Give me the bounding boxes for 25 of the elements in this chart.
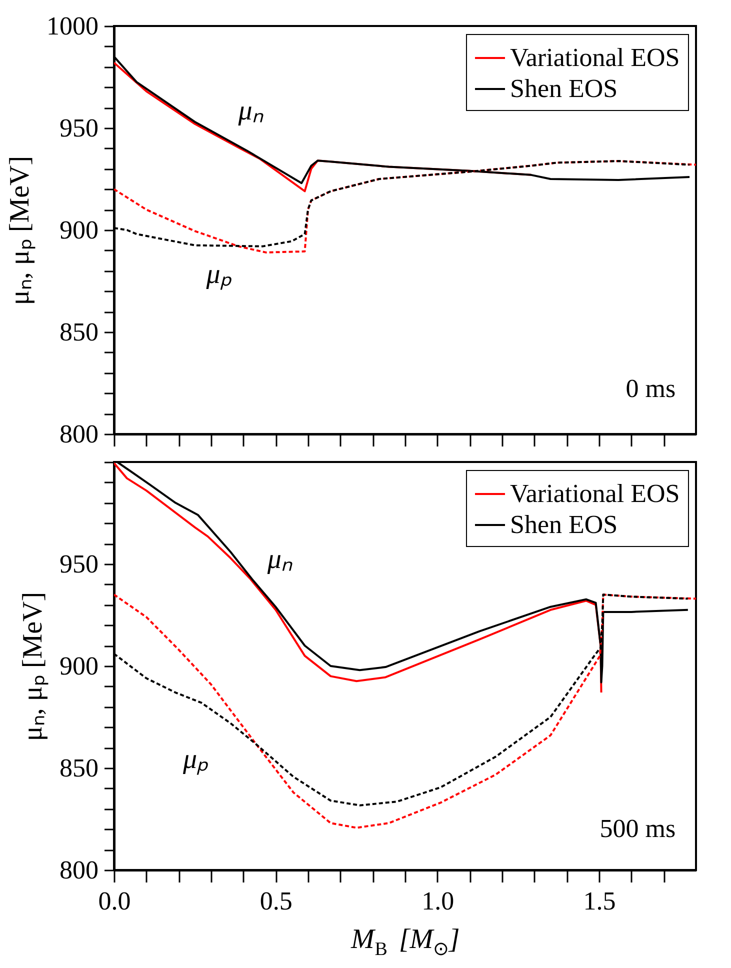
- legend-label: Shen EOS: [510, 510, 618, 539]
- legend-label: Variational EOS: [510, 479, 680, 508]
- y-tick-label: 950: [60, 114, 98, 142]
- annotation: 0 ms: [626, 374, 676, 404]
- y-tick-label: 900: [60, 216, 98, 244]
- y-tick-label: 950: [60, 550, 98, 578]
- annotation: μₙ: [266, 544, 292, 575]
- annotation: μₚ: [182, 744, 210, 775]
- annotation: μₚ: [205, 258, 232, 290]
- x-tick-label: 0.5: [260, 886, 292, 916]
- legend-label: Shen EOS: [510, 74, 618, 103]
- y-axis-title: μₙ, μₚ [MeV]: [4, 156, 36, 306]
- legend-label: Variational EOS: [510, 43, 680, 72]
- x-tick-label: 1.0: [422, 886, 454, 916]
- y-axis-title: μₙ, μₚ [MeV]: [18, 592, 48, 742]
- x-tick-label: 1.5: [583, 886, 616, 916]
- annotation: μₙ: [237, 96, 264, 127]
- y-tick-label: 850: [60, 754, 98, 782]
- y-tick-label: 800: [60, 420, 98, 448]
- y-tick-label: 900: [60, 652, 98, 680]
- y-tick-label: 1000: [46, 12, 98, 40]
- y-tick-label: 800: [60, 856, 98, 884]
- y-tick-label: 850: [60, 318, 98, 346]
- annotation: 500 ms: [600, 814, 676, 844]
- x-tick-label: 0.0: [98, 886, 131, 916]
